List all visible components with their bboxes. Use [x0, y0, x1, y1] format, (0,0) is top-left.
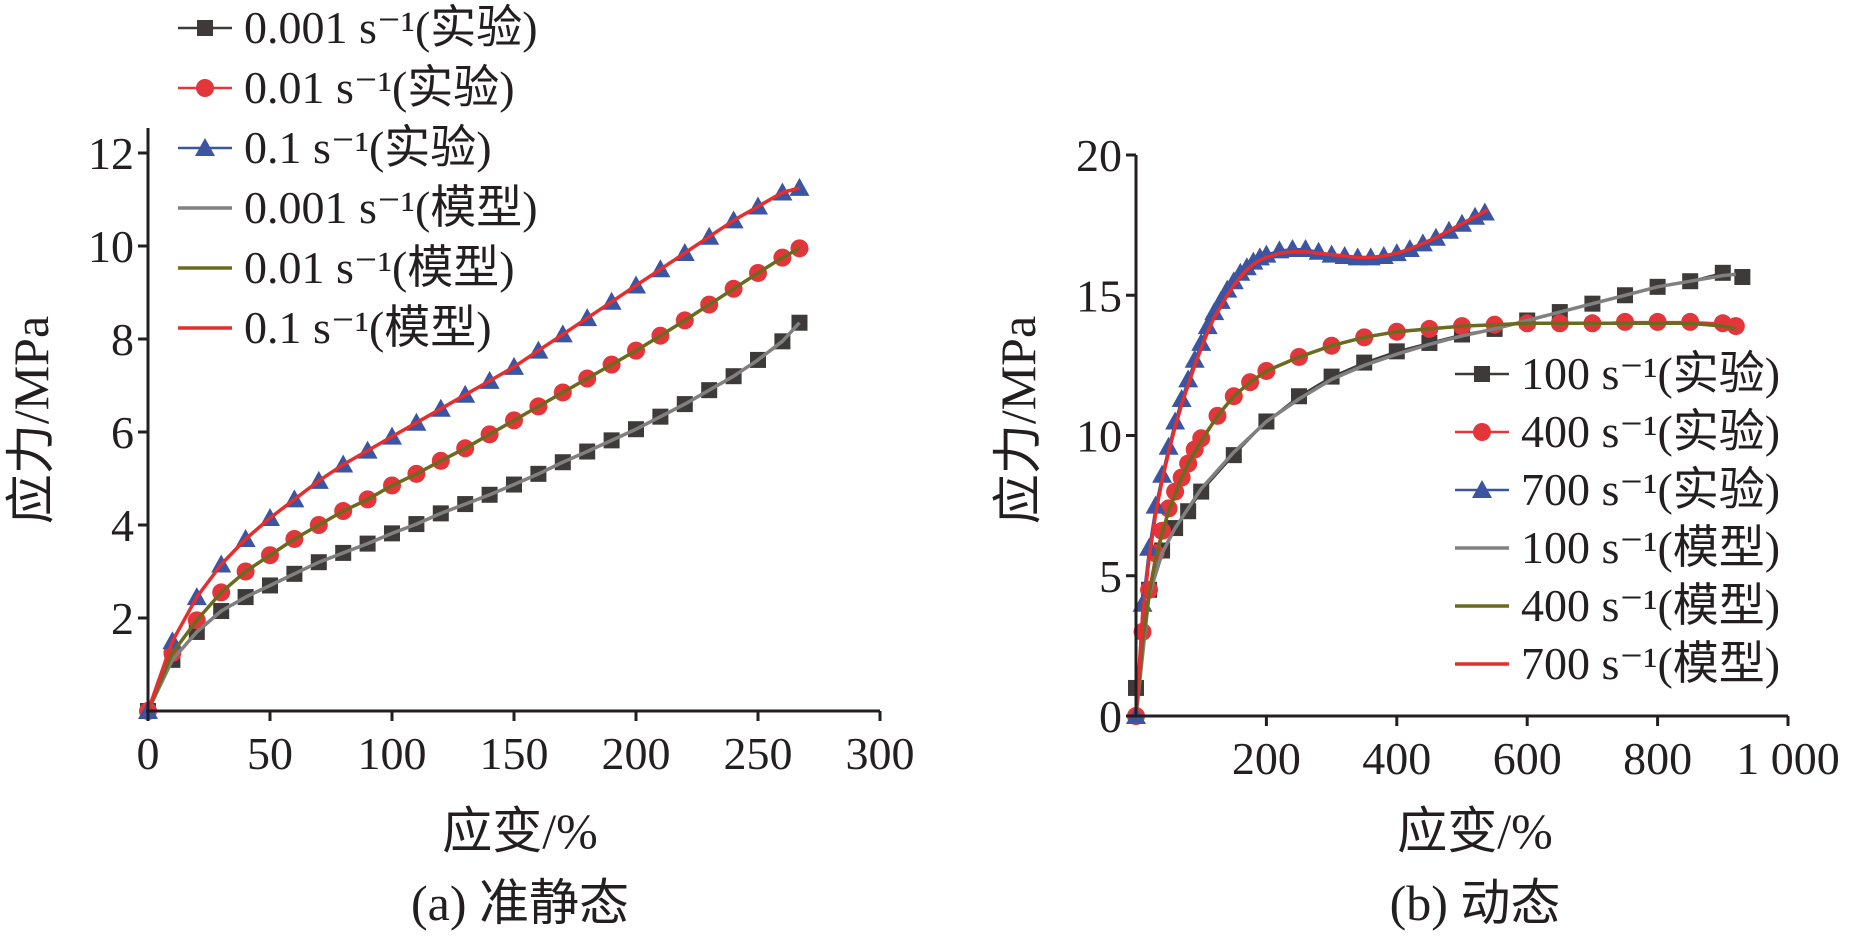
legend-label: 100 s⁻¹(模型) — [1521, 522, 1780, 573]
y-tick-label: 8 — [111, 314, 134, 365]
legend-label: 400 s⁻¹(实验) — [1521, 406, 1780, 457]
series-line-a-3 — [146, 321, 801, 712]
x-tick-label: 100 — [358, 728, 427, 779]
chart-panel-quasi-static: 0 50 100 150 200 250 300 2 4 6 8 10 12 应变/% 应力/MPa (… — [3, 2, 915, 931]
legend-label: 0.1 s⁻¹(实验) — [244, 122, 492, 173]
series-b-4 — [1134, 321, 1737, 717]
legend-marker — [197, 20, 213, 36]
data-point — [1191, 332, 1212, 351]
series-group-b — [1126, 202, 1751, 725]
legend-item: 0.1 s⁻¹(实验) — [178, 122, 492, 173]
x-tick-label: 300 — [846, 728, 915, 779]
series-a-0 — [140, 314, 808, 719]
legend-item: 700 s⁻¹(实验) — [1455, 464, 1780, 515]
series-b-3 — [1134, 272, 1736, 717]
y-tick-label: 2 — [111, 593, 134, 644]
series-a-4 — [146, 246, 801, 712]
caption-a: (a) 准静态 — [411, 875, 629, 931]
series-line-a-4 — [146, 246, 801, 712]
legend-item: 0.01 s⁻¹(模型) — [178, 242, 515, 293]
legend-a: 0.001 s⁻¹(实验) 0.01 s⁻¹(实验) 0.1 s⁻¹(实验) 0.00… — [178, 2, 538, 353]
legend-label: 0.1 s⁻¹(模型) — [244, 302, 492, 353]
x-tick-label: 200 — [1232, 733, 1301, 784]
x-tick-label: 600 — [1493, 733, 1562, 784]
legend-label: 0.001 s⁻¹(实验) — [244, 2, 538, 53]
legend-item: 400 s⁻¹(实验) — [1455, 406, 1780, 457]
legend-item: 0.001 s⁻¹(模型) — [178, 182, 538, 233]
series-b-5 — [1134, 208, 1489, 717]
x-axis-label-a: 应变/% — [442, 803, 598, 859]
series-a-3 — [146, 321, 801, 712]
legend-label: 0.01 s⁻¹(模型) — [244, 242, 515, 293]
y-tick-label: 6 — [111, 407, 134, 458]
tick-group-a: 0 50 100 150 200 250 300 2 4 6 8 10 12 — [88, 128, 915, 779]
y-tick-label: 10 — [88, 221, 134, 272]
legend-label: 100 s⁻¹(实验) — [1521, 348, 1780, 399]
x-tick-label: 0 — [137, 728, 160, 779]
legend-label: 700 s⁻¹(实验) — [1521, 464, 1780, 515]
y-axis-label-b: 应力/MPa — [990, 316, 1046, 524]
legend-item: 100 s⁻¹(实验) — [1455, 348, 1780, 399]
tick-group-b: 200 400 600 800 1 000 0 5 10 15 20 — [1076, 130, 1840, 784]
caption-b: (b) 动态 — [1390, 875, 1561, 931]
series-group-a — [138, 177, 810, 720]
legend-label: 0.01 s⁻¹(实验) — [244, 62, 515, 113]
y-tick-label: 0 — [1099, 691, 1122, 742]
data-point — [1165, 411, 1186, 430]
x-tick-label: 400 — [1362, 733, 1431, 784]
data-point — [1204, 302, 1225, 321]
y-tick-label: 12 — [88, 128, 134, 179]
data-point — [1714, 264, 1731, 281]
y-tick-label: 15 — [1076, 270, 1122, 321]
legend-marker — [1472, 480, 1492, 498]
data-point — [1171, 389, 1192, 408]
x-tick-label: 800 — [1623, 733, 1692, 784]
series-line-b-5 — [1134, 208, 1489, 717]
x-tick-label: 1 000 — [1736, 733, 1840, 784]
y-tick-label: 10 — [1076, 411, 1122, 462]
x-tick-label: 50 — [247, 728, 293, 779]
data-point — [1184, 349, 1205, 368]
y-axis-label-a: 应力/MPa — [3, 316, 59, 524]
y-tick-label: 5 — [1099, 551, 1122, 602]
series-path-a-0 — [147, 322, 801, 712]
data-point — [1145, 495, 1166, 514]
chart-panel-dynamic: 200 400 600 800 1 000 0 5 10 15 20 应变/% 应力/MPa (b… — [990, 130, 1840, 931]
legend-item: 0.1 s⁻¹(模型) — [178, 302, 492, 353]
legend-marker — [1473, 423, 1491, 441]
data-point — [1178, 369, 1199, 388]
legend-item: 100 s⁻¹(模型) — [1455, 522, 1780, 573]
x-tick-label: 150 — [480, 728, 549, 779]
legend-marker — [1474, 366, 1490, 382]
data-point — [1726, 317, 1745, 336]
y-tick-label: 4 — [111, 500, 134, 551]
x-tick-label: 200 — [602, 728, 671, 779]
series-line-b-4 — [1134, 321, 1737, 717]
series-a-5 — [146, 186, 800, 712]
legend-item: 700 s⁻¹(模型) — [1455, 638, 1780, 689]
data-point — [1197, 316, 1218, 335]
data-point — [789, 177, 810, 196]
legend-item: 0.001 s⁻¹(实验) — [178, 2, 538, 53]
x-tick-label: 250 — [724, 728, 793, 779]
data-point — [1210, 290, 1231, 309]
x-axis-label-b: 应变/% — [1397, 803, 1553, 859]
legend-label: 700 s⁻¹(模型) — [1521, 638, 1780, 689]
legend-item: 0.01 s⁻¹(实验) — [178, 62, 515, 113]
data-point — [1734, 269, 1751, 286]
legend-b: 100 s⁻¹(实验) 400 s⁻¹(实验) 700 s⁻¹(实验) 100 s⁻¹… — [1455, 348, 1780, 689]
y-tick-label: 20 — [1076, 130, 1122, 181]
legend-label: 0.001 s⁻¹(模型) — [244, 182, 538, 233]
legend-marker — [195, 138, 215, 156]
series-line-a-5 — [146, 186, 800, 712]
series-line-b-3 — [1134, 272, 1736, 717]
legend-item: 400 s⁻¹(模型) — [1455, 580, 1780, 631]
legend-marker — [196, 79, 214, 97]
legend-label: 400 s⁻¹(模型) — [1521, 580, 1780, 631]
